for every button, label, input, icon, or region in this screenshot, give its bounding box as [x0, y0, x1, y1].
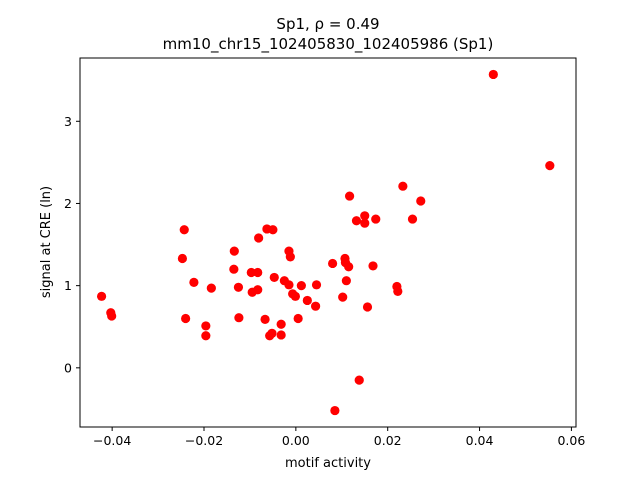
data-point-25 — [276, 319, 286, 329]
data-point-35 — [302, 295, 312, 306]
data-point-24 — [269, 272, 279, 283]
y-tick-label-1: 1 — [64, 278, 72, 293]
data-point-40 — [338, 292, 348, 302]
data-point-26 — [276, 330, 286, 340]
data-point-2 — [107, 311, 117, 321]
data-point-16 — [254, 233, 264, 243]
data-point-37 — [311, 301, 321, 311]
data-point-6 — [189, 277, 199, 287]
data-point-14 — [246, 267, 256, 278]
x-axis-label: motif activity — [285, 456, 371, 471]
data-point-4 — [177, 253, 188, 264]
y-axis-ticks: 0 1 2 3 — [64, 114, 80, 375]
data-point-59 — [545, 161, 555, 171]
x-axis-ticks: −0.04 −0.02 0.00 0.02 0.04 0.06 — [93, 427, 585, 448]
data-point-38 — [327, 258, 338, 269]
data-point-47 — [354, 375, 364, 385]
data-point-51 — [368, 261, 378, 271]
data-point-50 — [362, 302, 373, 312]
data-point-58 — [488, 69, 498, 80]
data-point-5 — [181, 313, 191, 324]
data-point-8 — [201, 331, 211, 341]
data-point-33 — [296, 281, 306, 291]
data-point-12 — [233, 282, 244, 292]
data-point-30 — [284, 280, 294, 290]
data-point-10 — [229, 246, 239, 256]
data-point-39 — [330, 405, 340, 416]
x-tick-label-5: 0.06 — [557, 433, 585, 448]
data-point-54 — [393, 286, 403, 296]
y-axis-label: signal at CRE (ln) — [39, 186, 54, 298]
y-tick-label-2: 2 — [64, 196, 72, 211]
chart-title-line-2: mm10_chr15_102405830_102405986 (Sp1) — [163, 35, 494, 54]
data-point-0 — [96, 291, 107, 301]
data-point-49 — [360, 218, 370, 228]
x-tick-label-0: −0.04 — [93, 433, 131, 448]
y-tick-label-0: 0 — [64, 360, 72, 375]
x-tick-label-2: 0.00 — [282, 433, 310, 448]
data-point-9 — [206, 283, 216, 293]
data-point-57 — [416, 196, 426, 206]
data-point-45 — [344, 191, 355, 201]
plot-area — [79, 57, 577, 428]
x-tick-label-1: −0.02 — [185, 433, 223, 448]
data-point-17 — [253, 267, 263, 278]
data-point-48 — [360, 211, 370, 221]
data-point-44 — [344, 262, 354, 272]
data-point-56 — [407, 214, 418, 224]
data-point-18 — [253, 285, 263, 295]
data-point-21 — [260, 314, 270, 324]
data-point-32 — [290, 291, 300, 301]
data-points — [96, 69, 555, 416]
data-point-28 — [285, 252, 295, 262]
x-tick-label-3: 0.02 — [374, 433, 402, 448]
y-tick-label-3: 3 — [64, 114, 72, 129]
data-point-43 — [341, 276, 351, 286]
chart-title-line-1: Sp1, ρ = 0.49 — [276, 15, 379, 33]
data-point-13 — [234, 313, 244, 323]
data-point-52 — [371, 214, 381, 224]
x-tick-label-4: 0.04 — [466, 433, 494, 448]
data-point-23 — [265, 331, 275, 341]
data-point-55 — [398, 181, 408, 191]
data-point-36 — [311, 280, 322, 290]
data-point-7 — [201, 321, 211, 331]
data-point-11 — [229, 264, 239, 274]
data-point-3 — [179, 225, 189, 235]
axes-frame — [79, 57, 577, 428]
data-point-20 — [268, 225, 278, 235]
data-point-34 — [293, 313, 303, 324]
data-point-46 — [351, 216, 362, 226]
